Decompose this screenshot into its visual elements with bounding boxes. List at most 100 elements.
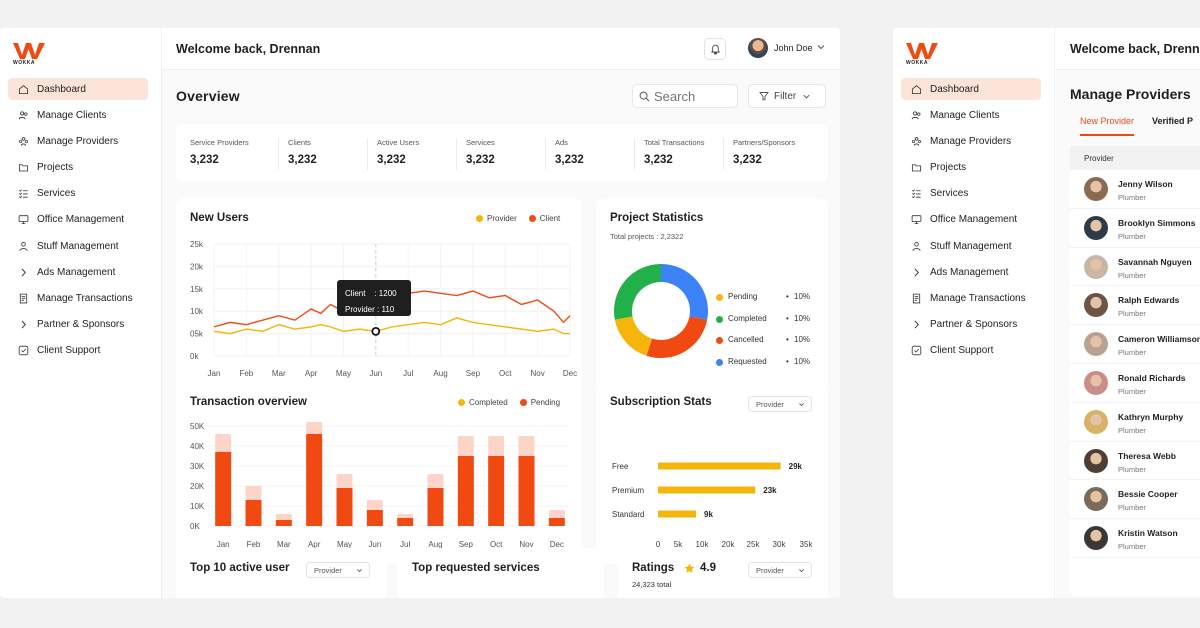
bar-completed[interactable] [366,510,383,526]
table-row[interactable]: Savannah Nguyen Plumber [1070,248,1200,287]
chevron-down-icon[interactable] [816,42,826,52]
sidebar-item-label: Dashboard [37,83,86,95]
x-tick-label: Oct [490,540,503,549]
bar-pending[interactable] [275,514,292,520]
x-tick-label: 20k [722,540,736,549]
bar-pending[interactable] [306,422,323,434]
sidebar-item-projects[interactable]: Projects [901,157,1041,179]
sidebar-item-client-support[interactable]: Client Support [901,340,1041,362]
bar-completed[interactable] [427,488,444,526]
ratings-dropdown[interactable]: Provider [748,562,812,578]
new-users-line-chart: 25k 20k 15k 10k 05k 0k Jan Feb Mar Apr May Jun Jul Au… [190,240,577,378]
table-row[interactable]: Ralph Edwards Plumber [1070,286,1200,326]
sidebar-item-dashboard[interactable]: Dashboard [901,78,1041,100]
project-legend-label: Pending [728,292,758,301]
table-row[interactable]: Ronald Richards Plumber [1070,364,1200,403]
table-row[interactable]: Theresa Webb Plumber [1070,442,1200,481]
user-name[interactable]: John Doe [774,43,813,53]
table-row[interactable]: Brooklyn Simmons Plumber [1070,209,1200,248]
bar-standard[interactable] [658,510,697,518]
sidebar-item-partner-sponsors[interactable]: Partner & Sponsors [8,314,148,336]
bar-pending[interactable] [488,436,505,456]
bar-completed[interactable] [457,456,474,526]
donut-slice-pending [614,315,653,356]
sidebar-item-manage-providers[interactable]: Manage Providers [901,130,1041,152]
table-row[interactable]: Kristin Watson Plumber [1070,519,1200,558]
stat-label: Ads [555,138,568,147]
sidebar-item-label: Manage Clients [37,109,107,121]
project-legend-item: Pending • 10% [716,292,826,314]
search-input[interactable] [654,88,734,104]
bar-pending[interactable] [548,510,565,518]
bar-completed[interactable] [215,452,232,526]
tab-verified-provider[interactable]: Verified P [1152,116,1194,126]
bar-pending[interactable] [518,436,535,456]
bar-pending[interactable] [215,434,232,452]
x-tick-label: Jan [208,369,221,378]
sidebar-item-manage-transactions[interactable]: Manage Transactions [8,288,148,310]
home-icon [911,84,922,95]
filter-icon [759,92,769,101]
bar-pending[interactable] [427,474,444,488]
table-row[interactable]: Cameron Williamson Plumber [1070,325,1200,364]
top10-dropdown[interactable]: Provider [306,562,370,578]
project-donut-chart [614,264,708,358]
stat-services: Services 3,232 [466,138,495,166]
bar-pending[interactable] [366,500,383,510]
x-tick-label: 25k [747,540,761,549]
avatar[interactable] [748,38,768,58]
logo-text: WOKKA [906,60,928,66]
bar-pending[interactable] [245,486,262,500]
bar-completed[interactable] [397,518,414,526]
bar-pending[interactable] [336,474,353,488]
stat-divider [723,138,724,170]
bar-completed[interactable] [488,456,505,526]
bar-premium[interactable] [658,486,756,494]
sidebar-item-label: Client Support [37,345,101,357]
table-row[interactable]: Kathryn Murphy Plumber [1070,403,1200,442]
bar-completed[interactable] [306,434,323,526]
sidebar-item-manage-clients[interactable]: Manage Clients [8,104,148,126]
bar-pending[interactable] [457,436,474,456]
stat-label: Clients [288,138,311,147]
table-row[interactable]: Bessie Cooper Plumber [1070,480,1200,520]
legend-dot [716,337,723,345]
bar-completed[interactable] [548,518,565,526]
subscription-dropdown[interactable]: Provider [748,396,812,412]
sidebar-item-dashboard[interactable]: Dashboard [8,78,148,100]
tab-new-provider[interactable]: New Provider [1080,116,1135,136]
page-title: Manage Providers [1070,86,1191,102]
chevron-right-icon [18,267,29,278]
sidebar-item-stuff-management[interactable]: Stuff Management [901,235,1041,257]
sidebar-item-services[interactable]: Services [8,183,148,205]
sidebar-item-ads-management[interactable]: Ads Management [901,261,1041,283]
sidebar-item-manage-transactions[interactable]: Manage Transactions [901,288,1041,310]
sidebar-item-projects[interactable]: Projects [8,157,148,179]
notification-button[interactable] [704,38,726,60]
bar-free[interactable] [658,462,781,470]
hover-point[interactable] [371,326,381,336]
bar-completed[interactable] [336,488,353,526]
sidebar-item-manage-clients[interactable]: Manage Clients [901,104,1041,126]
sidebar-item-partner-sponsors[interactable]: Partner & Sponsors [901,314,1041,336]
sidebar-item-stuff-management[interactable]: Stuff Management [8,235,148,257]
table-row[interactable]: Jenny Wilson Plumber [1070,170,1200,209]
sidebar-item-label: Office Management [930,214,1018,226]
sidebar-item-ads-management[interactable]: Ads Management [8,261,148,283]
sidebar-item-office-management[interactable]: Office Management [901,209,1041,231]
avatar [1084,293,1108,318]
bar-completed[interactable] [518,456,535,526]
filter-button[interactable]: Filter [748,84,826,108]
transaction-bar-chart: 50K 40K 30K 20K 10K 0K Jan Feb Mar Apr May Jun Jul Au… [190,422,570,549]
provider-job: Plumber [1118,193,1146,202]
bar-completed[interactable] [275,520,292,526]
x-tick-label: Mar [277,540,291,549]
sidebar-item-services[interactable]: Services [901,183,1041,205]
sidebar-item-office-management[interactable]: Office Management [8,209,148,231]
sidebar-item-label: Services [37,188,76,200]
bar-completed[interactable] [245,500,262,526]
search-box[interactable] [632,84,738,108]
sidebar-item-client-support[interactable]: Client Support [8,340,148,362]
sidebar-item-manage-providers[interactable]: Manage Providers [8,130,148,152]
bar-pending[interactable] [397,514,414,518]
